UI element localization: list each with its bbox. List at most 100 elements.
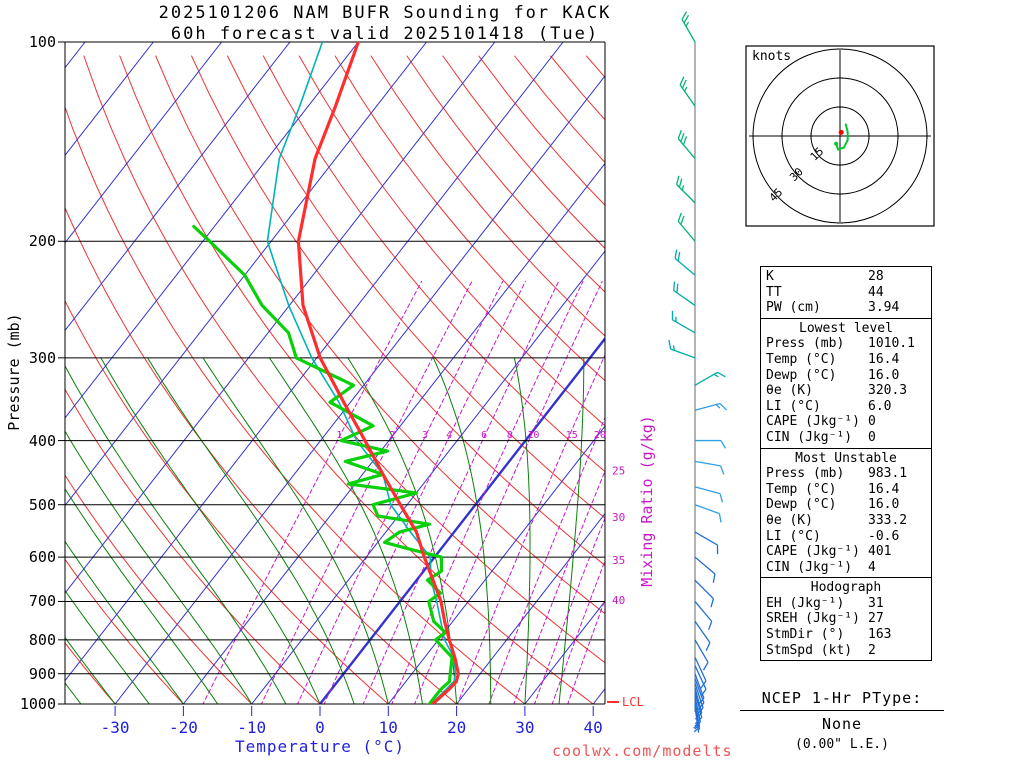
chart-title-line1: 2025101206 NAM BUFR Sounding for KACK [158,3,612,23]
stat-row: Dewp (°C) 16.0 [766,368,926,384]
pressure-tick-label: 400 [28,431,56,450]
wind-barb [694,402,721,411]
stat-row: PW (cm) 3.94 [766,300,926,316]
wind-barb [694,692,703,718]
hodograph-units-label: knots [752,49,792,64]
temperature-tick-label: -10 [237,718,267,737]
stat-label: Press (mb) [766,336,845,352]
wind-barb-half-feather [681,185,685,191]
watermark-text: coolwx.com/modelts [552,742,733,760]
chart-title-line2: 60h forecast valid 2025101418 (Tue) [170,24,600,44]
wind-barb-feather [719,465,725,475]
isotherm-line [319,336,605,704]
wind-barb-feather [718,513,722,523]
isotherm-line [65,42,427,507]
dry-adiabat-line [65,642,116,704]
mixing-ratio-edge-label: 40 [612,594,625,607]
dry-adiabat-line [262,55,605,473]
mixing-ratio-line [551,559,605,704]
wind-barb-feather [677,252,681,262]
mixing-ratio-inline-label: 10 [527,430,539,441]
wind-barb [694,531,718,546]
wind-barb-feather [673,281,676,291]
wetbulb-trace [266,42,457,704]
stat-value: 2 [868,642,876,658]
stat-label: θe (K) [766,383,813,399]
mixing-ratio-inline-label: 8 [507,430,513,441]
moist-adiabat-line [65,540,185,704]
temperature-tick-label: 0 [315,718,325,737]
mixing-ratio-line [296,281,504,704]
stat-row: StmDir (°) 163 [766,627,926,643]
dry-adiabat-line [298,55,605,427]
pressure-tick-label: 600 [28,548,56,567]
stat-row: EH (Jkg⁻¹) 31 [766,596,926,612]
stat-row: SREH (Jkg⁻¹) 27 [766,611,926,627]
mixing-ratio-line [456,353,605,704]
wind-barb [694,687,703,714]
wind-barb-half-feather [715,404,721,409]
stat-value: 16.4 [868,481,900,497]
wind-barb-feather [705,642,711,652]
mixing-ratio-line [260,281,473,704]
wind-barb [674,257,696,276]
mixing-ratio-inline-label: 3 [422,430,428,441]
stat-value: 16.0 [868,497,900,513]
wind-barb-feather [719,403,727,411]
moist-adiabat-line [513,357,531,704]
mixing-ratio-inline-label: 2 [389,430,395,441]
wind-barb-feather [677,129,682,139]
stat-section-title: Lowest level [799,320,893,336]
wind-barb [694,706,700,733]
mixing-ratio-axis-label: Mixing Ratio (g/kg) [638,415,656,587]
wind-barb-feather [677,212,682,222]
wind-barb [694,678,705,704]
wind-barb-feather [719,493,724,503]
mixing-ratio-edge-label: 25 [612,465,625,478]
stat-value: 320.3 [868,383,908,399]
wind-barb [694,673,705,699]
stat-row: θe (K) 320.3 [766,383,926,399]
dry-adiabat-line [191,55,605,567]
wind-barb [679,84,696,107]
wind-barb [694,639,709,663]
wind-barb [670,348,696,359]
stat-section-title: Hodograph [810,580,882,596]
mixing-ratio-line [323,281,526,704]
hodograph-trace-end [834,141,839,146]
isotherm-line [65,42,291,332]
temperature-trace [296,42,460,704]
temperature-tick-label: 10 [378,718,398,737]
stat-row: LI (°C) 6.0 [766,399,926,415]
wind-barb [673,289,696,306]
sounding-traces-layer [192,42,460,704]
dry-adiabat-line [65,105,526,704]
stat-row: Press (mb) 1010.1 [766,336,926,352]
stat-label: CIN (Jkg⁻¹) [766,429,853,445]
wind-barb [694,657,707,682]
stat-label: TT [766,284,782,300]
stat-value: 1010.1 [868,336,915,352]
wind-barb [677,220,696,242]
dry-adiabat-line [65,206,458,704]
stat-row: CIN (Jkg⁻¹) 4 [766,560,926,576]
isotherm-line [65,42,359,419]
wind-barb [694,665,707,690]
stat-label: LI (°C) [766,398,821,414]
stat-value: 0 [868,429,876,445]
mixing-ratio-line [362,281,560,704]
stat-label: StmDir (°) [766,627,845,643]
dry-adiabat-line [334,55,605,382]
moist-adiabat-line [347,357,458,704]
stat-value: -0.6 [868,528,900,544]
ptype-title: NCEP 1-Hr PType: [740,689,944,711]
stat-label: Temp (°C) [766,481,837,497]
stat-value: 3.94 [868,300,900,316]
wind-barb-feather [679,76,685,86]
annotations-layer: LCL 1 2 3 4 6 8 10 15 20 25 30 35 40 [336,430,643,709]
wind-barb-feather [680,215,685,225]
stat-value: 44 [868,284,884,300]
stat-label: SREH (Jkg⁻¹) [766,611,860,627]
mixing-ratio-line [391,281,584,704]
mixing-ratio-line [534,516,605,704]
